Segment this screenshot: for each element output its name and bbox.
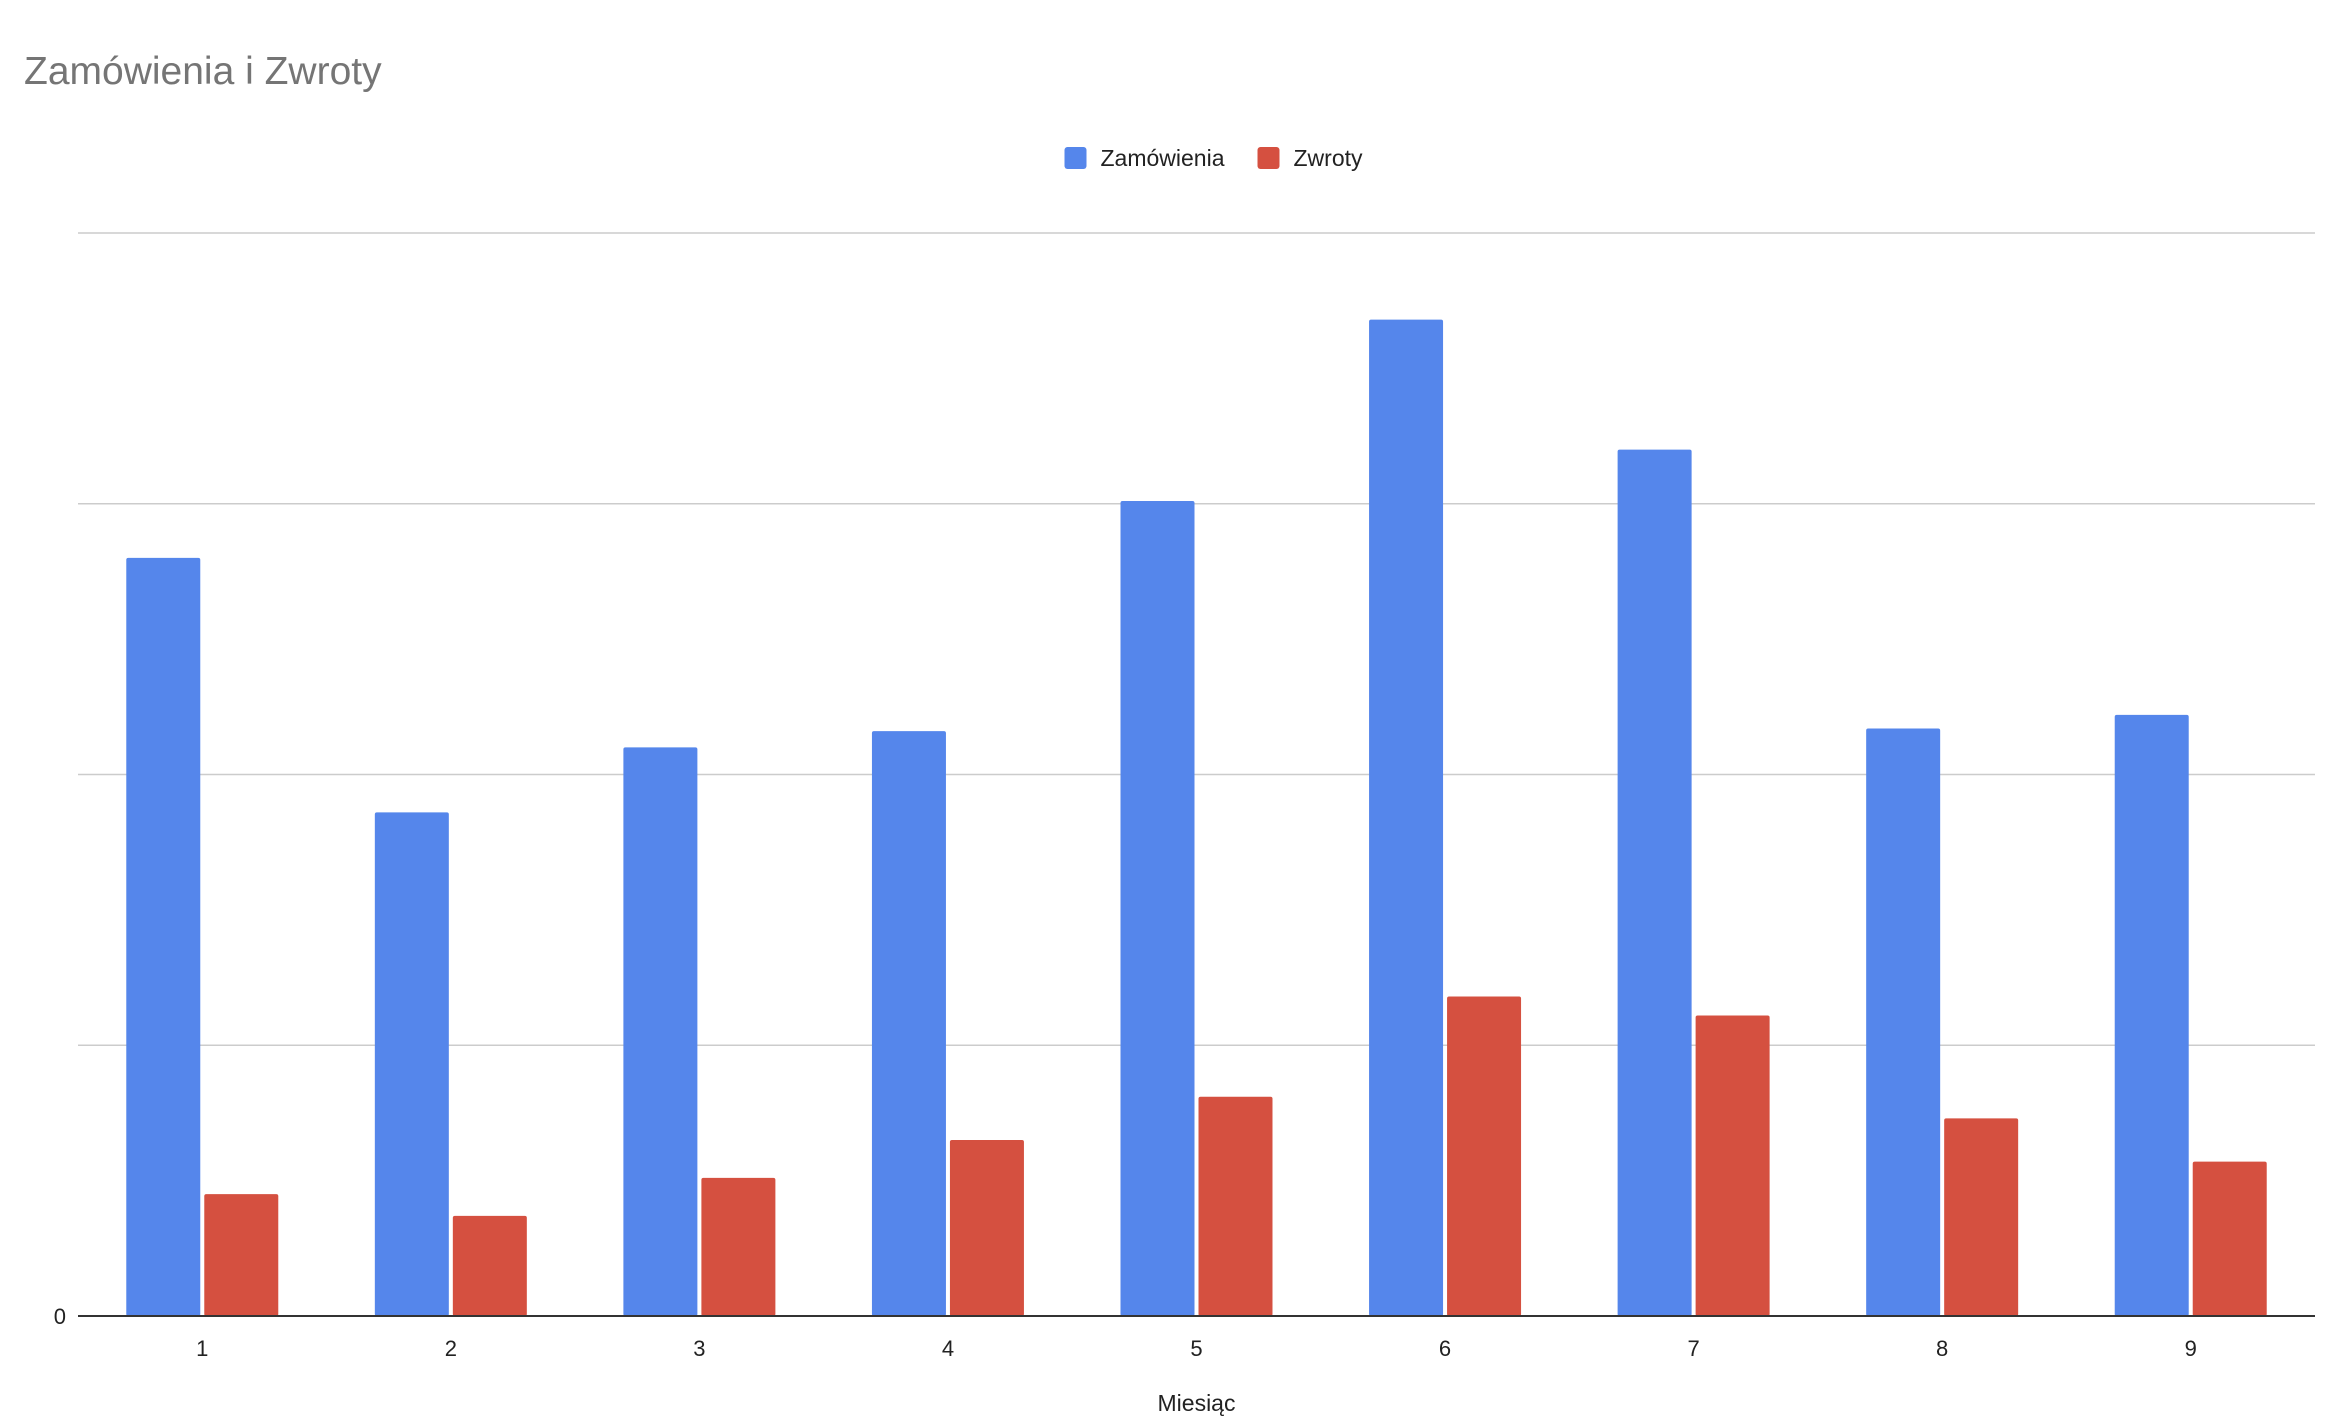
legend: Zamówienia Zwroty: [1064, 145, 1364, 171]
bar-series2-3: [701, 1177, 776, 1316]
legend-item-2: Zwroty: [1257, 145, 1364, 171]
bar-series1-4: [871, 731, 946, 1316]
legend-swatch: [1257, 147, 1280, 169]
bars: [126, 319, 2267, 1317]
chart-title: Zamówienia i Zwroty: [24, 50, 382, 93]
x-tick-label: 4: [942, 1336, 954, 1361]
legend-label: Zamówienia: [1101, 145, 1225, 171]
legend-label: Zwroty: [1294, 145, 1364, 171]
x-axis: 1 2 3 4 5 6 7 8 9 0 Miesiąc: [54, 1304, 2315, 1416]
bar-series1-1: [126, 557, 201, 1316]
bar-series1-3: [623, 747, 698, 1316]
bar-series2-6: [1447, 996, 1522, 1316]
bar-series1-8: [1866, 728, 1941, 1316]
bar-series2-5: [1198, 1096, 1273, 1316]
bar-series1-9: [2114, 714, 2189, 1316]
x-tick-label: 6: [1439, 1336, 1451, 1361]
bar-series1-7: [1617, 449, 1692, 1317]
bar-series2-2: [452, 1215, 527, 1316]
bar-series1-6: [1369, 319, 1444, 1316]
gridlines: [78, 232, 2315, 1046]
bar-series2-1: [204, 1194, 279, 1316]
x-tick-label: 9: [2185, 1336, 2197, 1361]
bar-series2-4: [949, 1140, 1024, 1316]
bar-series1-2: [374, 812, 449, 1316]
legend-swatch: [1064, 147, 1087, 169]
bar-series2-9: [2192, 1161, 2267, 1316]
x-tick-label: 2: [445, 1336, 457, 1361]
x-tick-label: 7: [1687, 1336, 1699, 1361]
x-tick-label: 8: [1936, 1336, 1948, 1361]
x-tick-label: 5: [1190, 1336, 1202, 1361]
bar-series2-7: [1695, 1015, 1770, 1316]
bar-series2-8: [1944, 1118, 2019, 1316]
y-tick-label: 0: [54, 1304, 66, 1329]
x-tick-label: 1: [196, 1336, 208, 1361]
x-axis-title: Miesiąc: [1158, 1390, 1236, 1416]
legend-item-1: Zamówienia: [1064, 145, 1225, 171]
bar-series1-5: [1120, 501, 1195, 1317]
x-tick-label: 3: [693, 1336, 705, 1361]
